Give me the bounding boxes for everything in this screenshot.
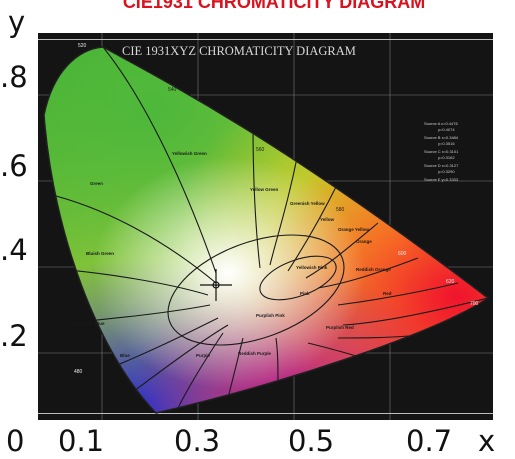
region-label: Greenish Yellow	[290, 201, 325, 206]
region-label: Orange Yellow	[338, 227, 369, 232]
region-labels: Yellowish Green Green Yellow Green Green…	[74, 151, 392, 358]
region-label: Blue	[120, 353, 130, 358]
y-tick-label: .8	[0, 60, 28, 94]
region-label: Greenish Blue	[74, 321, 105, 326]
region-label: Pink	[300, 291, 310, 296]
legend-line: Source A x=0.4476	[424, 121, 458, 126]
x-tick-label: 0.5	[288, 424, 335, 458]
white-point-crosshair	[200, 269, 232, 301]
legend-line: y=0.4074	[438, 127, 455, 132]
y-tick-label: .2	[0, 319, 28, 353]
legend-line: Source C x=0.3101	[424, 149, 459, 154]
region-label: Green	[90, 181, 103, 186]
source-legend: Source A x=0.4476 y=0.4074 Source B x=0.…	[424, 121, 459, 182]
wavelength-label: 580	[336, 207, 345, 213]
spectral-locus-outline	[43, 46, 490, 414]
y-tick-label: .4	[0, 233, 28, 267]
legend-line: y=0.3516	[438, 141, 455, 146]
y-tick-label: .6	[0, 149, 28, 183]
legend-line: y=0.3162	[438, 155, 455, 160]
inner-diagram-title: CIE 1931XYZ CHROMATICITY DIAGRAM	[122, 44, 356, 58]
wavelength-label: 700	[470, 301, 479, 307]
wavelength-label: 520	[78, 43, 87, 49]
region-label: Orange	[356, 239, 372, 244]
x-axis-label: x	[478, 424, 496, 458]
wavelength-label: 480	[74, 369, 83, 375]
wavelength-label: 540	[168, 87, 177, 93]
region-label: Reddish Purple	[238, 351, 272, 356]
region-label: Yellowish Green	[172, 151, 207, 156]
region-label: Reddish Orange	[356, 267, 391, 272]
x-tick-label: 0.7	[406, 424, 453, 458]
wavelength-label: 600	[398, 251, 407, 257]
x-tick-label: 0.1	[58, 424, 105, 458]
region-label: Purplish Red	[326, 325, 354, 330]
wavelength-label: 620	[446, 279, 455, 285]
y-axis-label: y	[8, 5, 26, 39]
legend-line: Source B x=0.3484	[424, 135, 459, 140]
chromaticity-diagram: CIE 1931XYZ CHROMATICITY DIAGRAM 520 540…	[38, 33, 493, 420]
legend-line: Source D x=0.3127	[424, 163, 459, 168]
wavelength-labels: 520 540 560 580 600 620 700 480	[74, 43, 479, 375]
region-label: Purplish Pink	[256, 313, 285, 318]
region-label: Red	[383, 291, 392, 296]
region-label: Yellow	[320, 217, 335, 222]
wavelength-label: 560	[256, 147, 265, 153]
region-label: Yellow Green	[250, 187, 279, 192]
tick-marks	[38, 39, 493, 414]
region-label: Yellowish Pink	[296, 265, 328, 270]
x-tick-label: 0	[6, 424, 25, 458]
legend-line: y=0.3290	[438, 169, 455, 174]
page-title: CIE1931 CHROMATICITY DIAGRAM	[122, 0, 426, 12]
x-tick-label: 0.3	[174, 424, 221, 458]
legend-line: Source E y=0.3333	[424, 177, 459, 182]
region-label: Bluish Green	[86, 251, 114, 256]
region-label: Purple	[196, 353, 211, 358]
